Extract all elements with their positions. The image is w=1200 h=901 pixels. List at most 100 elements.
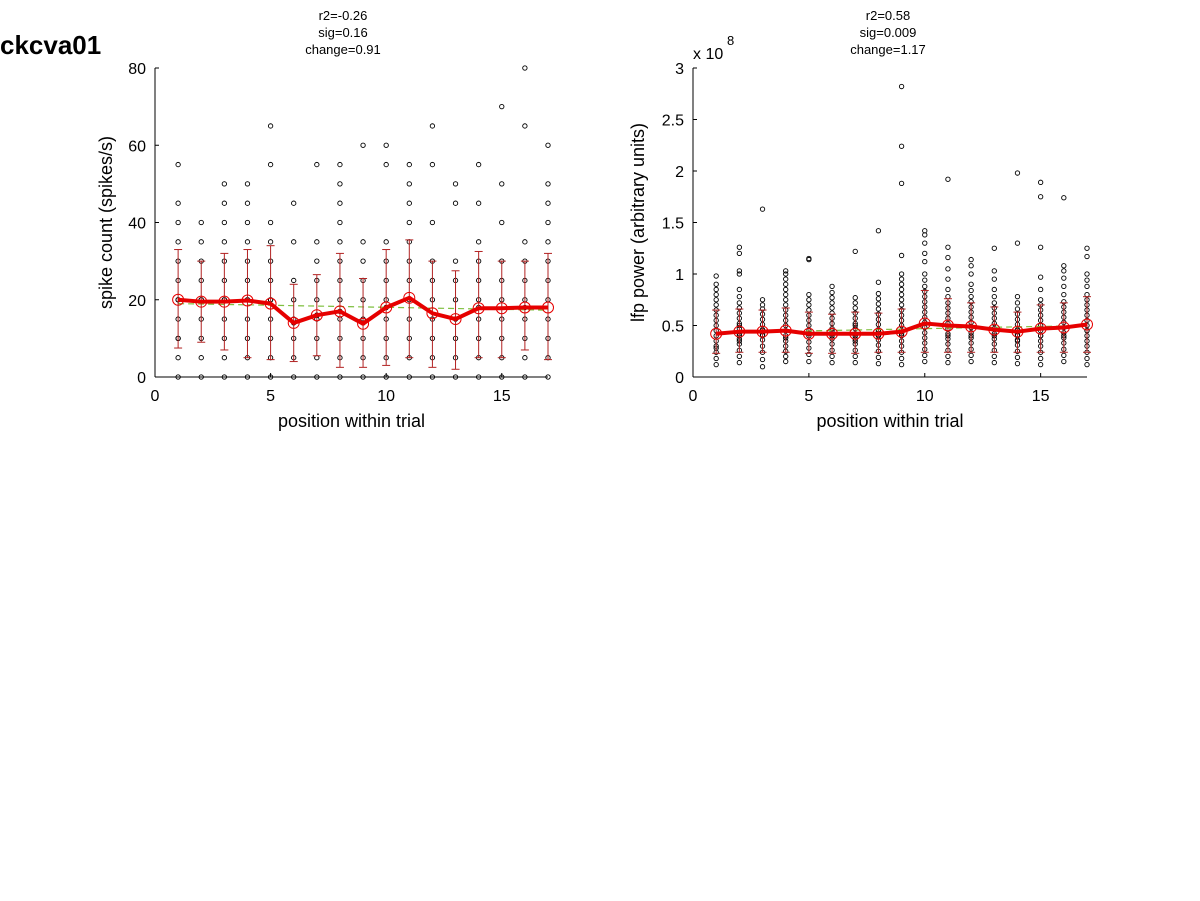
data-point: [429, 374, 436, 380]
data-point: [898, 252, 905, 259]
data-point: [499, 103, 505, 110]
data-point: [1014, 170, 1021, 176]
data-point: [1084, 283, 1090, 290]
data-point: [806, 297, 812, 303]
mean-marker: [495, 302, 508, 315]
data-point: [945, 353, 951, 360]
data-point: [1084, 291, 1090, 298]
data-point: [968, 287, 974, 294]
data-point: [1061, 275, 1067, 281]
data-point: [806, 302, 812, 308]
data-point: [1014, 360, 1021, 367]
data-point: [1014, 306, 1021, 312]
mean-marker: [756, 325, 769, 338]
data-point: [898, 355, 905, 362]
data-point: [1037, 194, 1044, 200]
mean-marker: [264, 297, 277, 310]
data-point: [1037, 361, 1044, 368]
data-point: [736, 359, 743, 366]
data-point: [221, 355, 228, 361]
mean-marker: [426, 307, 439, 320]
data-point: [175, 374, 181, 380]
data-point: [898, 271, 905, 277]
mean-marker: [172, 293, 185, 306]
data-point: [1084, 245, 1090, 251]
data-point: [1037, 179, 1044, 185]
data-point: [175, 219, 181, 226]
data-point: [244, 374, 251, 380]
data-point: [1084, 355, 1090, 362]
data-point: [875, 290, 882, 297]
data-point: [759, 302, 766, 308]
data-point: [713, 297, 719, 303]
data-point: [198, 374, 204, 380]
mean-marker: [287, 316, 300, 329]
data-point: [736, 271, 743, 277]
data-point: [922, 358, 928, 365]
data-point: [829, 305, 835, 311]
y-tick-label: 0: [137, 370, 146, 387]
data-point: [736, 244, 743, 250]
data-point: [360, 239, 366, 245]
data-point: [922, 271, 928, 277]
y-tick-label: 2: [675, 164, 684, 181]
data-point: [1037, 244, 1044, 250]
data-point: [406, 374, 412, 380]
data-point: [922, 258, 928, 265]
data-point: [221, 219, 228, 226]
mean-marker: [802, 327, 815, 340]
mean-marker: [518, 301, 531, 314]
data-point: [198, 219, 204, 226]
data-point: [1014, 240, 1021, 246]
data-point: [337, 374, 343, 380]
data-point: [829, 289, 835, 296]
page-title: ckcva01: [0, 30, 102, 60]
data-point: [175, 239, 181, 245]
mean-marker: [241, 294, 254, 307]
data-point: [291, 239, 297, 245]
data-point: [291, 200, 297, 206]
x-axis-label: position within trial: [816, 411, 963, 431]
mean-marker: [849, 327, 862, 340]
y-axis-label: spike count (spikes/s): [96, 136, 116, 309]
data-point: [291, 277, 297, 284]
data-point: [1014, 294, 1021, 300]
data-point: [475, 200, 482, 206]
data-point: [545, 219, 551, 226]
data-point: [1084, 271, 1090, 277]
data-point: [991, 353, 997, 360]
mean-marker: [1057, 321, 1070, 334]
mean-marker: [380, 301, 393, 314]
data-point: [1084, 253, 1090, 260]
y-tick-label: 60: [128, 138, 146, 155]
mean-marker: [895, 325, 908, 338]
data-point: [875, 279, 882, 285]
mean-line: [715, 321, 1088, 336]
data-point: [314, 239, 320, 245]
data-point: [968, 256, 974, 263]
data-point: [736, 353, 743, 360]
data-point: [736, 268, 743, 274]
mean-line: [177, 295, 548, 326]
data-point: [360, 258, 366, 264]
data-point: [783, 276, 789, 282]
data-point: [945, 286, 951, 293]
data-point: [713, 286, 719, 293]
data-point: [713, 273, 719, 279]
data-point: [475, 239, 482, 245]
x-tick-label: 15: [1032, 388, 1050, 405]
data-point: [406, 161, 412, 168]
mean-marker: [357, 317, 370, 330]
y-tick-label: 3: [675, 61, 684, 78]
data-point: [337, 239, 343, 245]
data-point: [1061, 283, 1067, 290]
x-axis-label: position within trial: [278, 411, 425, 431]
mean-marker: [733, 325, 746, 338]
data-point: [337, 161, 343, 168]
data-point: [968, 281, 974, 287]
data-point: [175, 200, 181, 206]
data-point: [898, 281, 905, 287]
data-point: [267, 161, 274, 168]
data-point: [783, 358, 789, 365]
